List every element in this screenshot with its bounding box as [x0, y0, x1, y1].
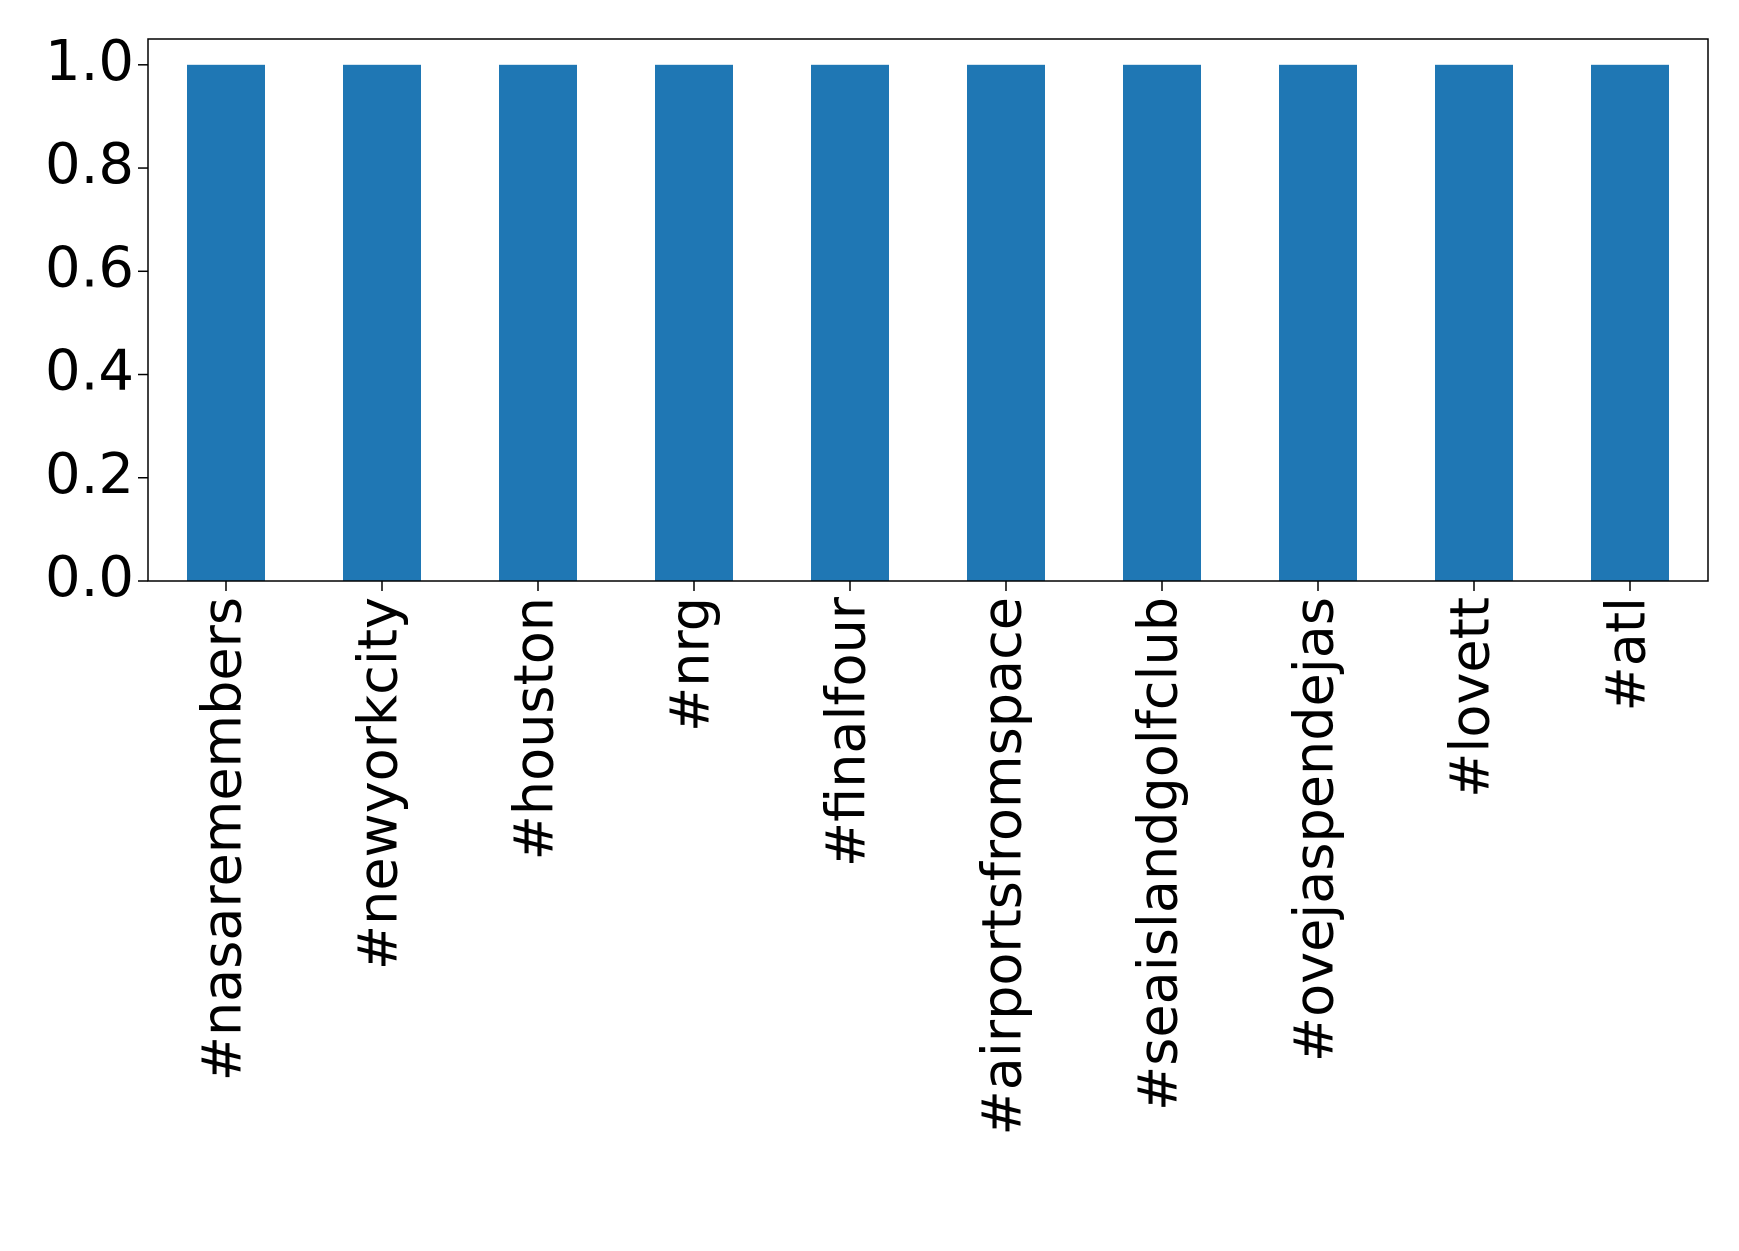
bar — [1591, 64, 1669, 582]
x-tick-label: #seaislandgolfclub — [1127, 597, 1190, 1111]
x-tick-label: #nrg — [659, 597, 722, 732]
x-tick-label: #newyorkcity — [347, 597, 410, 970]
x-tick-label: #houston — [503, 597, 566, 860]
bar — [655, 64, 733, 582]
x-tick-label: #atl — [1595, 597, 1658, 712]
bar — [1279, 64, 1357, 582]
x-tick-label: #airportsfromspace — [971, 597, 1034, 1135]
x-tick-label: #finalfour — [815, 596, 878, 867]
plot-frame — [147, 38, 1709, 582]
x-tick-label: #ovejaspendejas — [1283, 597, 1346, 1062]
y-tick-label: 0.8 — [45, 132, 134, 197]
y-tick-label: 1.0 — [45, 29, 134, 94]
bar — [1435, 64, 1513, 582]
bar — [1123, 64, 1201, 582]
bar — [499, 64, 577, 582]
x-tick-label: #lovett — [1439, 597, 1502, 798]
y-tick-label: 0.0 — [45, 545, 134, 610]
bar — [811, 64, 889, 582]
y-tick-label: 0.6 — [45, 235, 134, 300]
y-tick-label: 0.4 — [45, 339, 134, 404]
bar — [187, 64, 265, 582]
x-tick-label: #nasaremembers — [191, 597, 254, 1081]
bar — [343, 64, 421, 582]
y-tick-label: 0.2 — [45, 442, 134, 507]
bar — [967, 64, 1045, 582]
